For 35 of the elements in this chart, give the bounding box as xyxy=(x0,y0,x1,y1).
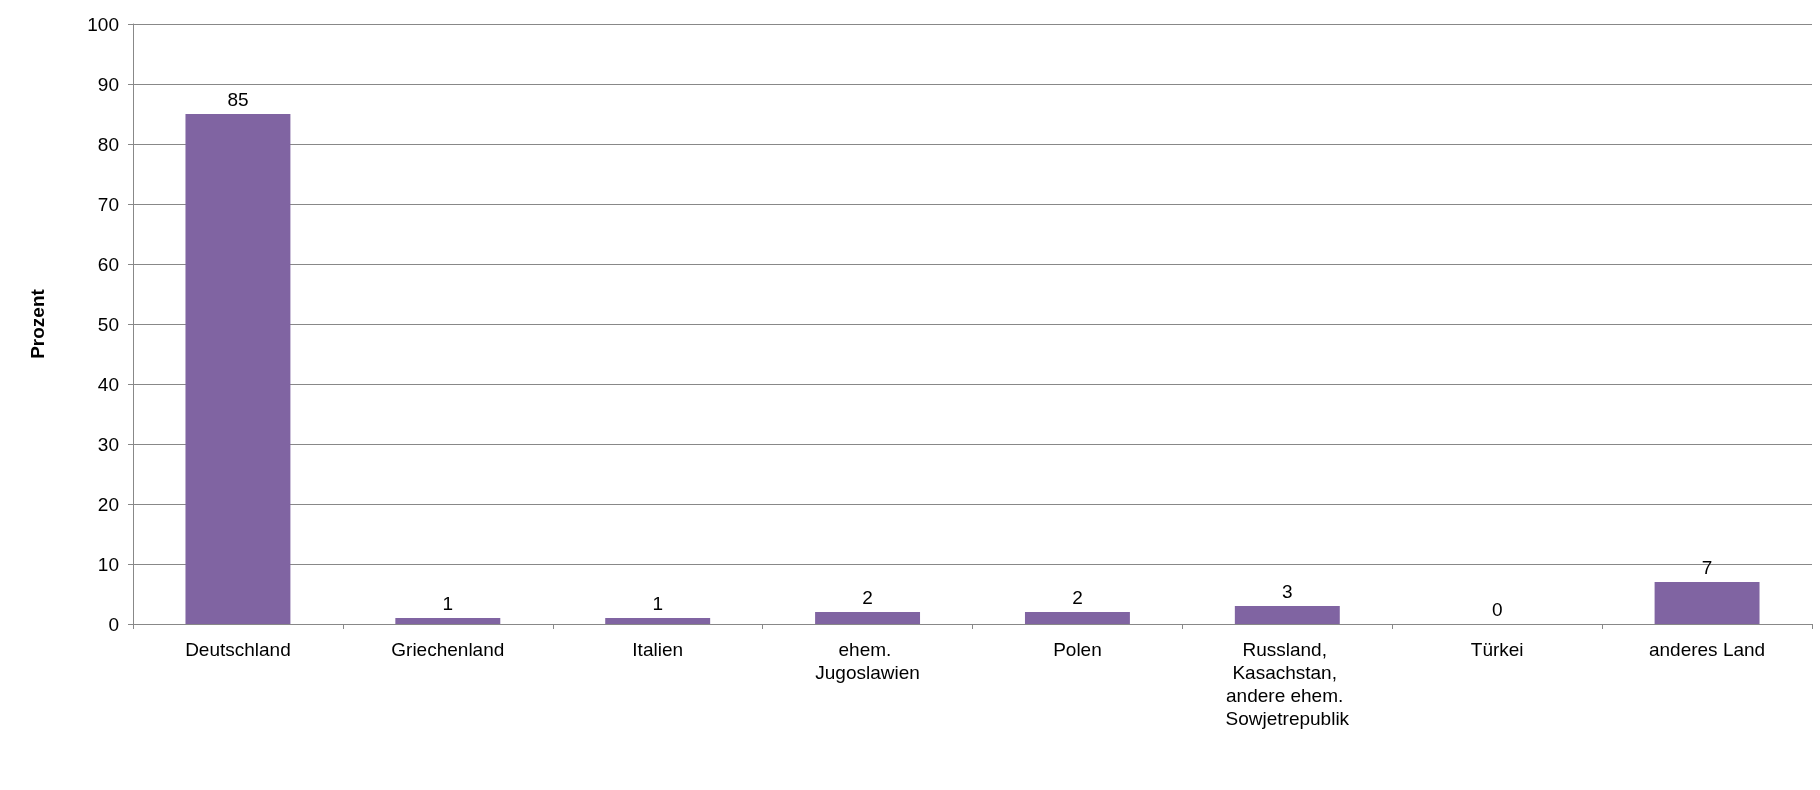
y-tick-label: 40 xyxy=(97,373,119,395)
y-axis-title: Prozent xyxy=(27,288,48,359)
y-tick-label: 60 xyxy=(97,253,119,275)
data-label: 7 xyxy=(1701,557,1713,578)
y-tick-label: 100 xyxy=(87,13,119,35)
data-label: 85 xyxy=(227,89,249,110)
y-tick-label: 10 xyxy=(97,553,119,575)
data-label: 3 xyxy=(1282,581,1293,602)
data-label: 1 xyxy=(442,593,454,614)
bar xyxy=(815,612,921,624)
y-tick-label: 50 xyxy=(97,313,119,335)
y-tick-label: 70 xyxy=(97,193,119,215)
x-tick-label: Deutschland xyxy=(185,639,291,660)
bar xyxy=(395,618,501,624)
x-tick-label: Türkei xyxy=(1470,639,1524,660)
y-tick-label: 80 xyxy=(97,133,119,155)
y-tick-label: 20 xyxy=(97,493,119,515)
x-tick-label: Russland, Kasachstan, andere ehem. Sowjetrepublik xyxy=(1225,639,1350,729)
x-tick-label: anderes Land xyxy=(1648,639,1766,660)
y-tick-label: 90 xyxy=(97,73,119,95)
x-tick-label: Griechenland xyxy=(391,639,505,660)
x-tick-label: Polen xyxy=(1053,639,1102,660)
data-label: 0 xyxy=(1491,599,1503,620)
bar xyxy=(1654,582,1760,624)
bar xyxy=(605,618,711,624)
y-tick-label: 0 xyxy=(108,613,119,635)
data-label: 2 xyxy=(1072,587,1083,608)
x-tick-label: ehem. Jugoslawien xyxy=(815,639,920,683)
data-label: 1 xyxy=(652,593,663,614)
bar xyxy=(1234,606,1340,624)
y-tick-label: 30 xyxy=(97,433,119,455)
data-label: 2 xyxy=(862,587,873,608)
bar xyxy=(185,114,291,624)
bar xyxy=(1024,612,1130,624)
x-tick-label: Italien xyxy=(632,639,684,660)
